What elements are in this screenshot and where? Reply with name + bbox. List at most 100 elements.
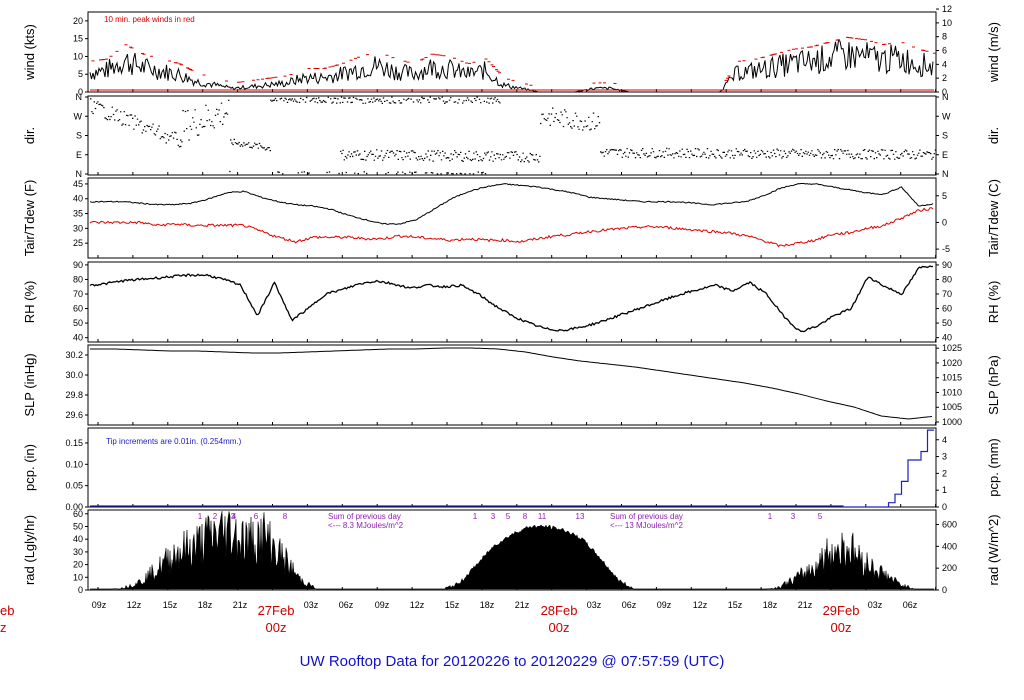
y-tick-label: 70 [73, 289, 83, 299]
y-tick-label-right: 1020 [942, 358, 962, 368]
dir-tick-label-right: N [942, 92, 949, 102]
panel-slp: SLP (inHg) SLP (hPa) 29.6 29.8 30.0 30.2 1000 1… [22, 343, 1001, 427]
y-tick-label-right: 10 [942, 18, 952, 28]
y-tick-label: 5 [78, 69, 83, 79]
y-tick-label: 30.2 [65, 350, 83, 360]
day-sum-label: Sum of previous day [610, 512, 683, 521]
y-tick-label: 0.05 [65, 481, 83, 491]
ylabel-left: Tair/Tdew (F) [22, 180, 37, 257]
ylabel-right: RH (%) [986, 281, 1001, 324]
ylabel-left: rad (Lgly/hr) [22, 515, 37, 585]
y-tick-label: 20 [73, 560, 83, 570]
panel-frame [87, 261, 937, 343]
x-tick-label: 09z [92, 600, 107, 610]
y-tick-label-right: 50 [942, 318, 952, 328]
panel-frame [87, 344, 937, 426]
y-tick-label-right: 1015 [942, 373, 962, 383]
ylabel-left: pcp. (in) [22, 444, 37, 491]
x-tick-label: 18z [480, 600, 495, 610]
uv-marker-label: 8 [523, 512, 528, 521]
wind-peaks [91, 36, 936, 86]
y-tick-label-right: 8 [942, 32, 947, 42]
dir-tick-label-right: S [942, 131, 948, 141]
dir-points [90, 96, 937, 175]
x-tick-label: 18z [763, 600, 778, 610]
x-tick-label: 18z [198, 600, 213, 610]
day-sum-label: <--- 13 MJoules/m^2 [610, 521, 683, 530]
y-tick-label-right: 4 [942, 435, 947, 445]
uv-marker-label: 3 [491, 512, 496, 521]
tdew-line [89, 207, 934, 248]
x-tick-label: 21z [233, 600, 248, 610]
x-tick-label: 12z [410, 600, 425, 610]
x-tick-label: 21z [798, 600, 813, 610]
y-tick-label: 0 [78, 87, 83, 97]
y-tick-label: 29.6 [65, 410, 83, 420]
y-tick-label-right: 60 [942, 304, 952, 314]
rh-line [89, 265, 934, 333]
y-tick-label: 45 [73, 179, 83, 189]
y-tick-label: 50 [73, 522, 83, 532]
day-label-date: 28Feb [541, 603, 578, 618]
y-tick-label-right: 1025 [942, 343, 962, 353]
x-tick-label: 03z [587, 600, 602, 610]
y-tick-label-right: 90 [942, 260, 952, 270]
y-tick-label: 0.10 [65, 459, 83, 469]
dir-tick-label-right: W [942, 111, 951, 121]
y-tick-label: 50 [73, 318, 83, 328]
dir-tick-label: E [76, 150, 82, 160]
y-tick-label: 0.00 [65, 502, 83, 512]
y-tick-label: 60 [73, 509, 83, 519]
y-tick-label: 0.15 [65, 438, 83, 448]
y-tick-label: 29.8 [65, 390, 83, 400]
y-tick-label: 25 [73, 238, 83, 248]
uv-marker-label: 4 [232, 512, 237, 521]
dir-tick-label-right: N [942, 169, 949, 179]
uv-marker-label: 5 [506, 512, 511, 521]
y-tick-label: 10 [73, 51, 83, 61]
y-tick-label: 90 [73, 260, 83, 270]
panels: wind (kts) wind (m/s)0510152002468101210 … [22, 4, 1001, 595]
x-tick-label: 03z [304, 600, 319, 610]
day-label-hour-cut: z [0, 620, 7, 635]
ylabel-right: pcp. (mm) [986, 438, 1001, 497]
uv-marker-label: 3 [791, 512, 796, 521]
y-tick-label-right: 0 [942, 87, 947, 97]
y-tick-label-right: 6 [942, 46, 947, 56]
chart-title: UW Rooftop Data for 20120226 to 20120229… [300, 653, 725, 670]
panel-pcp: pcp. (in) pcp. (mm) 0.00 0.05 0.10 0.15 0 1 2 3 4 T… [22, 427, 1001, 512]
y-tick-label-right: 2 [942, 73, 947, 83]
tair-line [89, 183, 934, 225]
x-tick-label: 06z [622, 600, 637, 610]
y-tick-label: 40 [73, 333, 83, 343]
uv-marker-label: 2 [213, 512, 218, 521]
ylabel-left: RH (%) [22, 281, 37, 324]
y-tick-label: 80 [73, 274, 83, 284]
y-tick-label-right: 2 [942, 468, 947, 478]
pcp-line [90, 429, 934, 508]
dir-tick-label: W [74, 111, 83, 121]
uv-marker-label: 13 [576, 512, 585, 521]
y-tick-label-right: 1 [942, 485, 947, 495]
uv-marker-label: 5 [818, 512, 823, 521]
y-tick-label-right: 3 [942, 452, 947, 462]
panel-frame [87, 95, 937, 176]
ylabel-left: dir. [22, 127, 37, 144]
x-tick-label: 15z [163, 600, 178, 610]
day-label-hour: 00z [831, 620, 852, 635]
ylabel-left: wind (kts) [22, 24, 37, 81]
day-sum-label: <--- 8.3 MJoules/m^2 [328, 521, 404, 530]
dir-tick-label: N [76, 92, 83, 102]
x-tick-label: 09z [657, 600, 672, 610]
x-tick-label: 09z [375, 600, 390, 610]
panel-dir: dir. dir.N NE ES SW WN N [22, 92, 1001, 179]
day-label-hour: 00z [266, 620, 287, 635]
y-tick-label: 40 [73, 194, 83, 204]
slp-line [90, 347, 933, 420]
panel-frame [87, 509, 937, 591]
ylabel-left: SLP (inHg) [22, 353, 37, 416]
panel-rh: RH (%) RH (%) 40 50 60 70 80 90 40 50 60 70 80 90 [22, 260, 1001, 343]
y-tick-label: 60 [73, 304, 83, 314]
y-tick-label: 30 [73, 547, 83, 557]
uv-marker-label: 8 [283, 512, 288, 521]
